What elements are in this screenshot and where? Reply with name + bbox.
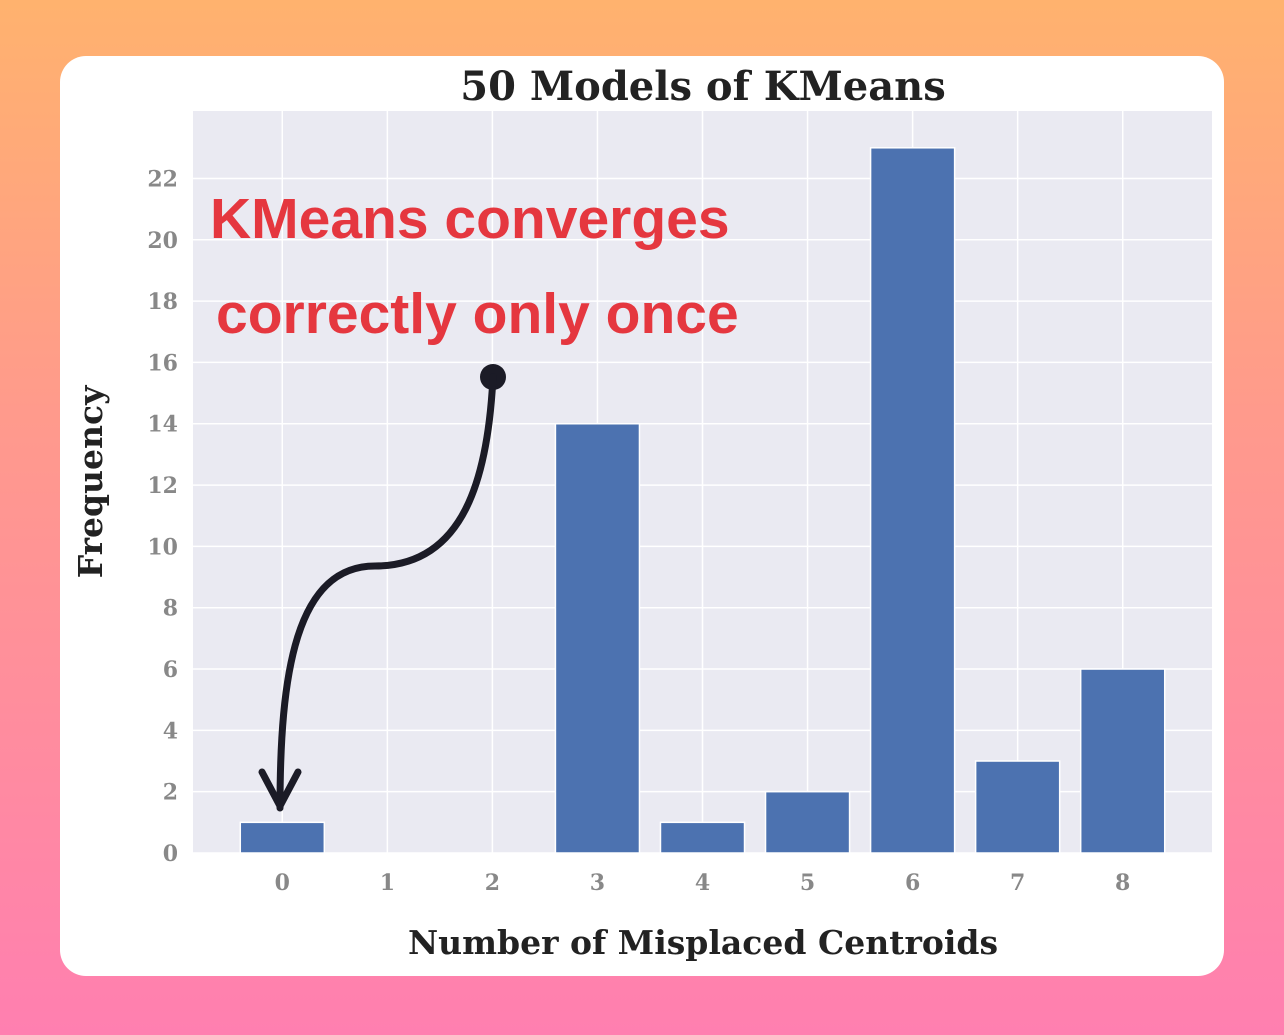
y-tick-label: 2: [163, 780, 178, 806]
annotation-line-2: correctly only once: [216, 282, 739, 346]
x-tick-label: 1: [380, 870, 395, 896]
annotation-arrow: [258, 364, 506, 812]
chart-title: 50 Models of KMeans: [460, 63, 945, 110]
x-tick-label: 7: [1010, 870, 1025, 896]
x-tick-label: 4: [695, 870, 710, 896]
y-tick-label: 12: [147, 473, 178, 499]
y-tick-labels: 0 2 4 6 8 10 12 14 16 18 20 22: [147, 166, 178, 867]
x-tick-labels: 0 1 2 3 4 5 6 7 8: [275, 870, 1131, 896]
y-tick-label: 16: [147, 350, 178, 376]
x-tick-label: 8: [1115, 870, 1130, 896]
arrow-curve: [276, 373, 497, 812]
y-tick-label: 6: [163, 657, 178, 683]
y-tick-label: 10: [147, 534, 178, 560]
y-tick-label: 22: [147, 166, 178, 192]
y-axis-label: Frequency: [71, 385, 110, 578]
x-tick-label: 5: [800, 870, 815, 896]
annotation-line-1: KMeans converges: [210, 187, 730, 251]
y-tick-label: 8: [163, 596, 178, 622]
bar-3: [554, 422, 641, 854]
x-tick-label: 3: [590, 870, 605, 896]
bar-6: [869, 147, 956, 854]
bar-8: [1079, 668, 1166, 854]
arrow-head-icon: [258, 768, 302, 810]
x-tick-label: 2: [485, 870, 500, 896]
bar-0: [239, 821, 326, 854]
x-tick-label: 0: [275, 870, 290, 896]
bar-5: [764, 790, 851, 854]
x-axis-label: Number of Misplaced Centroids: [408, 923, 998, 962]
y-tick-label: 18: [147, 289, 178, 315]
x-tick-label: 6: [905, 870, 920, 896]
y-tick-label: 20: [147, 228, 178, 254]
bars: [239, 147, 1166, 854]
y-tick-label: 14: [147, 412, 178, 438]
bar-4: [659, 821, 746, 854]
y-tick-label: 0: [163, 841, 178, 867]
bar-7: [974, 760, 1061, 854]
y-tick-label: 4: [163, 718, 178, 744]
